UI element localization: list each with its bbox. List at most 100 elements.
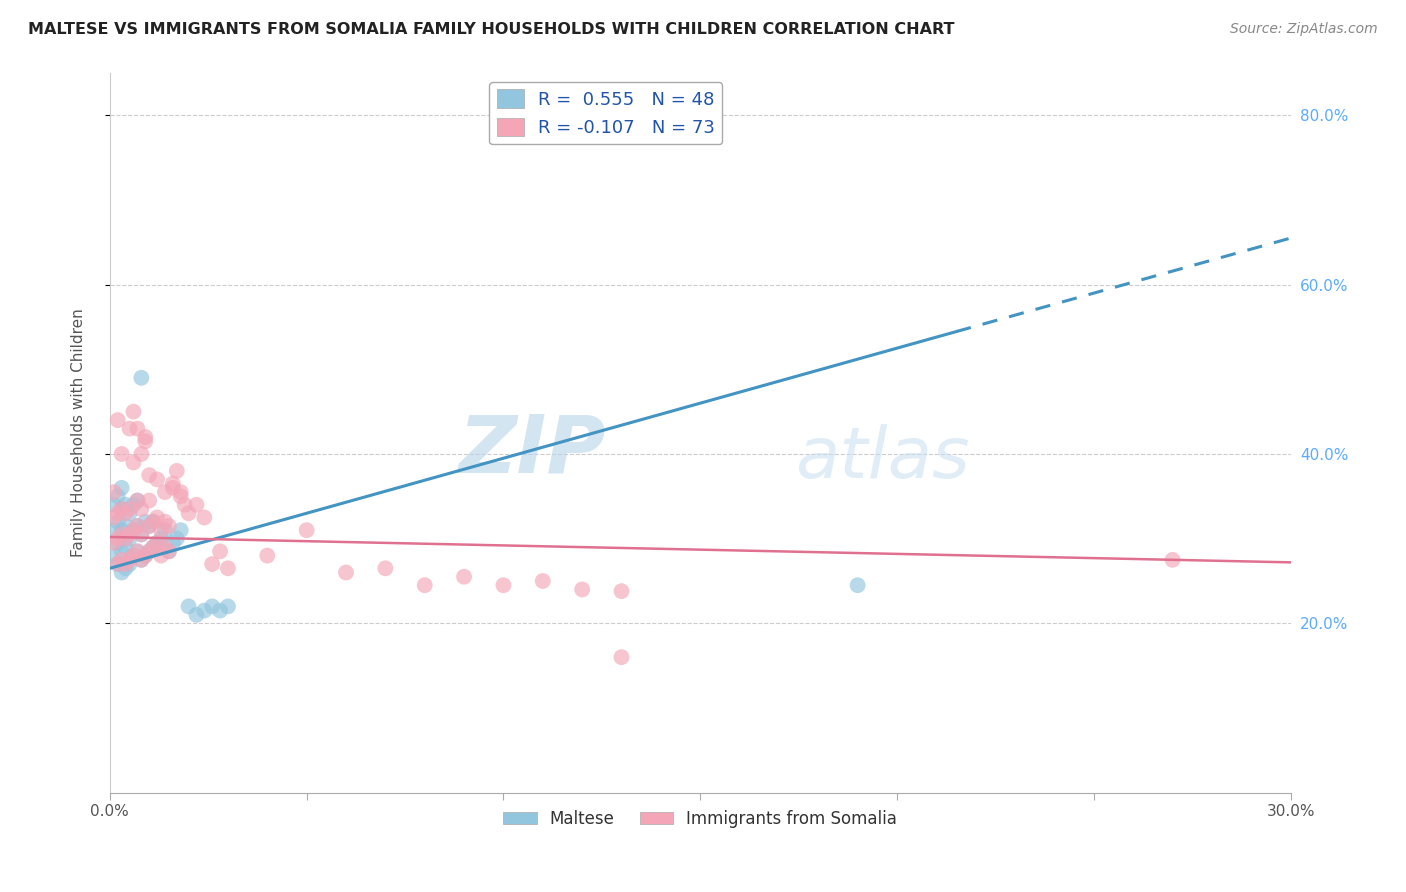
Point [217, 561, 239, 575]
Point [114, 532, 136, 546]
Point [153, 523, 176, 537]
Point [256, 549, 278, 563]
Point [122, 549, 145, 563]
Point [146, 536, 169, 550]
Point [186, 498, 208, 512]
Point [118, 506, 141, 520]
Point [201, 599, 224, 614]
Point [413, 578, 436, 592]
Point [142, 540, 165, 554]
Point [122, 523, 145, 537]
Point [111, 502, 134, 516]
Point [103, 523, 125, 537]
Point [177, 599, 200, 614]
Point [193, 604, 215, 618]
Legend: Maltese, Immigrants from Somalia: Maltese, Immigrants from Somalia [496, 804, 904, 835]
Point [118, 532, 141, 546]
Point [177, 506, 200, 520]
Point [157, 544, 180, 558]
Point [186, 607, 208, 622]
Point [150, 532, 173, 546]
Point [131, 371, 153, 385]
Point [134, 430, 156, 444]
Point [107, 557, 129, 571]
Point [111, 447, 134, 461]
Point [138, 493, 160, 508]
Point [103, 485, 125, 500]
Point [846, 578, 869, 592]
Point [103, 536, 125, 550]
Point [122, 455, 145, 469]
Point [127, 519, 149, 533]
Point [103, 498, 125, 512]
Point [531, 574, 554, 588]
Point [146, 472, 169, 486]
Point [107, 515, 129, 529]
Point [610, 650, 633, 665]
Point [217, 599, 239, 614]
Point [193, 510, 215, 524]
Text: Source: ZipAtlas.com: Source: ZipAtlas.com [1230, 22, 1378, 37]
Point [1161, 553, 1184, 567]
Point [138, 519, 160, 533]
Point [134, 549, 156, 563]
Point [103, 549, 125, 563]
Point [127, 421, 149, 435]
Point [374, 561, 396, 575]
Point [118, 502, 141, 516]
Point [170, 523, 193, 537]
Point [166, 532, 188, 546]
Point [107, 413, 129, 427]
Point [107, 506, 129, 520]
Point [138, 519, 160, 533]
Point [111, 553, 134, 567]
Point [114, 557, 136, 571]
Point [134, 434, 156, 449]
Point [492, 578, 515, 592]
Point [146, 510, 169, 524]
Point [166, 464, 188, 478]
Point [157, 519, 180, 533]
Point [335, 566, 357, 580]
Point [610, 584, 633, 599]
Point [131, 502, 153, 516]
Point [134, 549, 156, 563]
Point [107, 536, 129, 550]
Point [150, 523, 173, 537]
Point [114, 540, 136, 554]
Point [127, 544, 149, 558]
Point [122, 523, 145, 537]
Point [122, 404, 145, 418]
Point [127, 493, 149, 508]
Point [142, 515, 165, 529]
Point [107, 532, 129, 546]
Point [114, 506, 136, 520]
Point [153, 540, 176, 554]
Point [114, 561, 136, 575]
Point [111, 544, 134, 558]
Point [118, 421, 141, 435]
Text: ZIP: ZIP [458, 412, 606, 490]
Point [122, 498, 145, 512]
Point [114, 519, 136, 533]
Point [131, 553, 153, 567]
Point [138, 544, 160, 558]
Point [138, 468, 160, 483]
Point [295, 523, 318, 537]
Point [142, 515, 165, 529]
Point [111, 523, 134, 537]
Point [134, 515, 156, 529]
Point [142, 540, 165, 554]
Text: MALTESE VS IMMIGRANTS FROM SOMALIA FAMILY HOUSEHOLDS WITH CHILDREN CORRELATION C: MALTESE VS IMMIGRANTS FROM SOMALIA FAMIL… [28, 22, 955, 37]
Point [209, 604, 232, 618]
Point [131, 527, 153, 541]
Point [162, 481, 184, 495]
Point [131, 527, 153, 541]
Point [131, 447, 153, 461]
Point [170, 489, 193, 503]
Point [127, 544, 149, 558]
Point [103, 510, 125, 524]
Point [118, 557, 141, 571]
Point [201, 557, 224, 571]
Point [118, 553, 141, 567]
